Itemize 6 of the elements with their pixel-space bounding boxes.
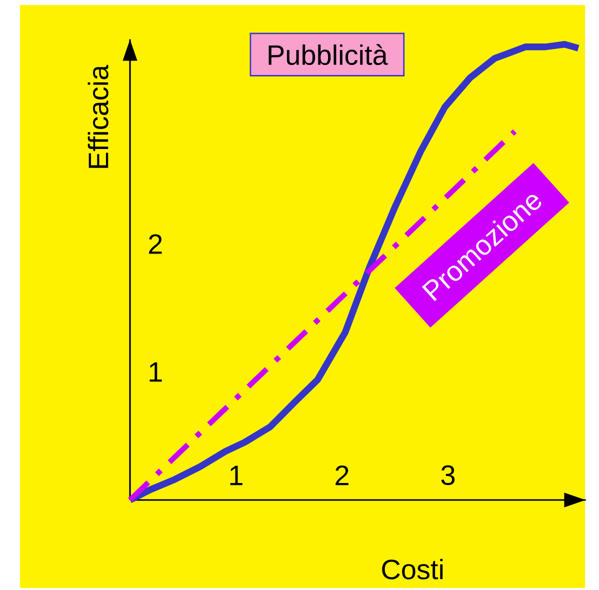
x-axis-title: Costi <box>382 558 443 580</box>
x-tick-label: 2 <box>336 466 348 486</box>
x-tick-label: 1 <box>230 466 242 486</box>
y-axis-title: Efficacia <box>88 64 108 168</box>
x-tick-label: 3 <box>441 465 455 486</box>
text: Pubblicità <box>268 44 388 66</box>
